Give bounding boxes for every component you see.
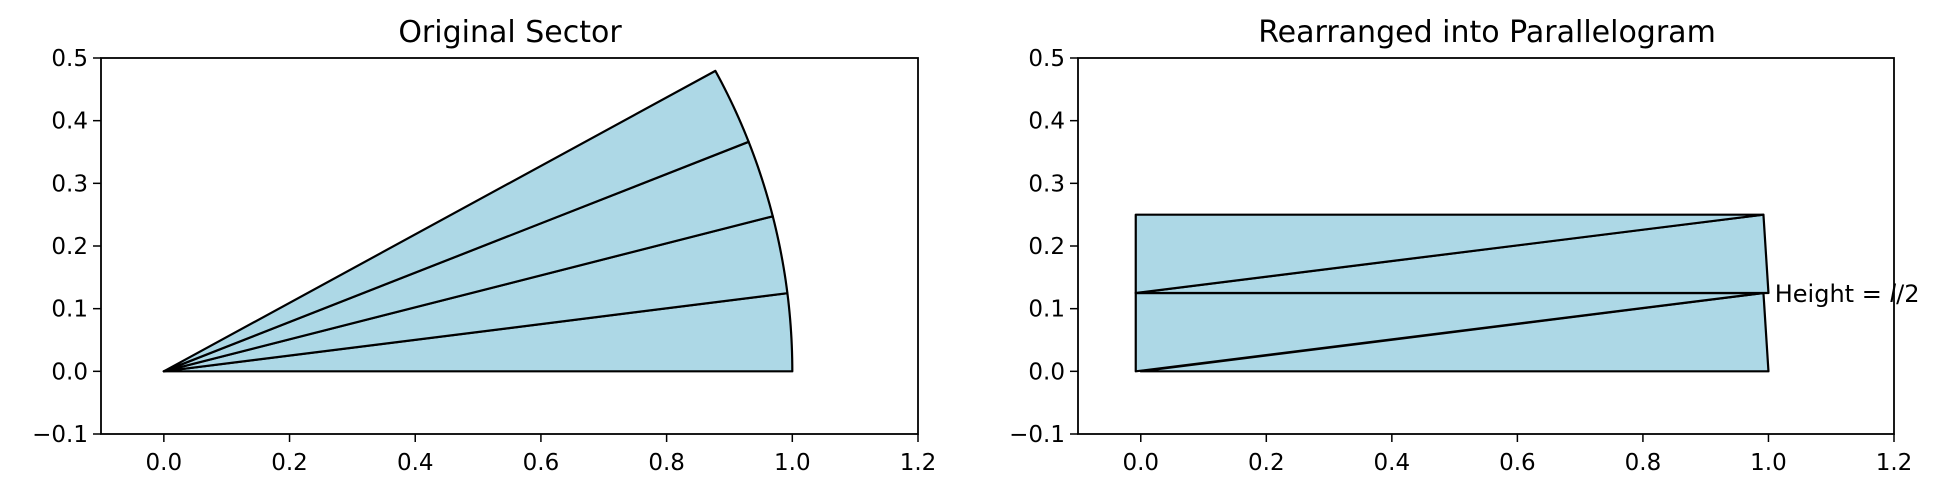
height-annotation-italic: l [1889, 280, 1896, 308]
x-tick-label: 1.0 [1750, 450, 1787, 476]
height-annotation-suffix: /2 [1896, 280, 1919, 308]
y-tick-label: −0.1 [1009, 422, 1065, 448]
x-tick-label: 0.8 [648, 450, 685, 476]
panel-parallelogram: Rearranged into Parallelogram Height = l… [1009, 15, 1919, 476]
x-tick-label: 0.2 [1248, 450, 1285, 476]
y-tick-label: −0.1 [32, 422, 88, 448]
x-tick-label: 0.8 [1625, 450, 1662, 476]
y-tick-label: 0.3 [51, 171, 88, 197]
y-tick-label: 0.4 [1028, 109, 1065, 135]
parallelogram-piece-4 [1134, 213, 1765, 295]
chart-title-parallelogram: Rearranged into Parallelogram [1258, 15, 1716, 50]
y-tick-label: 0.4 [51, 109, 88, 135]
height-annotation: Height = l/2 [1775, 280, 1920, 308]
x-tick-label: 0.4 [1374, 450, 1411, 476]
y-tick-label: 0.5 [51, 46, 88, 72]
y-tick-label: 0.0 [51, 359, 88, 385]
y-tick-label: 0.5 [1028, 46, 1065, 72]
shapes [162, 69, 794, 373]
x-tick-label: 0.2 [271, 450, 308, 476]
x-tick-label: 1.2 [1876, 450, 1913, 476]
height-annotation-prefix: Height = [1775, 280, 1890, 308]
x-tick-label: 0.0 [146, 450, 183, 476]
sector-slice-3 [162, 140, 774, 373]
y-tick-label: 0.1 [51, 297, 88, 323]
x-tick-label: 0.0 [1122, 450, 1159, 476]
x-tick-label: 0.6 [523, 450, 560, 476]
x-tick-label: 1.2 [900, 450, 937, 476]
y-tick-label: 0.2 [1028, 234, 1065, 260]
y-tick-label: 0.3 [1028, 171, 1065, 197]
y-tick-label: 0.2 [51, 234, 88, 260]
x-tick-label: 0.4 [397, 450, 434, 476]
chart-title-original-sector: Original Sector [398, 15, 622, 50]
y-tick-label: 0.1 [1028, 297, 1065, 323]
sector-slice-4 [162, 69, 750, 373]
panel-original-sector: Original Sector 0.0 0.2 0.4 0.6 0.8 1.0 1.2 −0.… [32, 15, 936, 476]
x-tick-label: 1.0 [774, 450, 811, 476]
x-tick-label: 0.6 [1499, 450, 1536, 476]
shapes [1134, 213, 1770, 373]
y-tick-label: 0.0 [1028, 359, 1065, 385]
